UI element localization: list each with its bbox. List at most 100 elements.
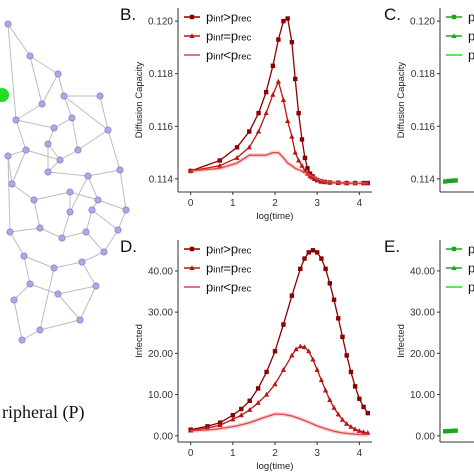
data-point: [247, 129, 252, 134]
network-edge: [117, 209, 127, 231]
network-node: [20, 252, 28, 260]
legend-text: =: [223, 261, 231, 276]
data-point: [299, 162, 305, 168]
network-edge: [63, 95, 73, 119]
y-tick-label: 30.00: [410, 308, 435, 319]
data-point: [357, 396, 362, 401]
legend-subscript: rec: [238, 265, 251, 276]
y-tick-label: 40.00: [410, 266, 435, 277]
data-point: [319, 256, 324, 261]
network-edge: [53, 261, 83, 269]
network-node: [104, 126, 112, 134]
legend-label: pinf<prec: [206, 48, 252, 63]
legend-text: >: [223, 242, 231, 257]
data-point: [352, 426, 358, 432]
network-edge: [119, 169, 127, 211]
network-edge: [33, 199, 41, 229]
legend-text: p: [206, 242, 213, 257]
data-point: [449, 428, 455, 434]
data-point: [247, 398, 252, 403]
network-edge: [77, 129, 109, 151]
panel-label: C.: [384, 5, 401, 24]
network-edge: [103, 229, 119, 253]
network-edge: [85, 231, 105, 253]
chart-panel: D. 0.00 10.00 20.00 30.00 40.00 0 1 2 3 4 log(time)…: [120, 237, 372, 472]
data-point: [302, 155, 308, 161]
network-edge: [39, 267, 55, 331]
legend-subscript: rec: [238, 52, 251, 63]
legend: ppp: [446, 242, 474, 295]
data-point: [299, 137, 305, 142]
legend-swatch-marker: [189, 14, 195, 20]
data-point: [263, 391, 270, 397]
data-point: [289, 39, 295, 45]
x-tick-label: 3: [314, 198, 320, 209]
network-node: [54, 290, 62, 298]
network-node: [44, 140, 52, 148]
legend-subscript: rec: [238, 284, 251, 295]
x-tick-label: 2: [272, 448, 278, 459]
network-node: [4, 152, 12, 160]
x-tick-label: 3: [314, 448, 320, 459]
legend-swatch-marker: [189, 265, 195, 270]
data-point: [327, 397, 333, 402]
legend-subscript: rec: [238, 33, 251, 44]
legend-subscript: inf: [213, 284, 223, 295]
data-point: [298, 266, 303, 272]
legend-swatch-marker: [451, 33, 457, 38]
data-point: [443, 429, 448, 434]
legend-label: p: [468, 242, 474, 257]
x-tick-label: 4: [357, 448, 363, 459]
network-edge: [13, 283, 31, 301]
data-point: [289, 134, 295, 139]
data-point: [344, 353, 349, 358]
network-node: [88, 206, 96, 214]
network-node: [66, 208, 74, 216]
network-node: [54, 70, 62, 78]
network-edge: [29, 55, 59, 75]
network-node: [4, 20, 12, 28]
data-point: [306, 348, 312, 354]
network-edge: [13, 299, 23, 341]
data-point: [270, 63, 276, 69]
data-point: [336, 316, 341, 321]
network-node: [8, 180, 16, 188]
legend-text: p: [206, 10, 213, 25]
network-node: [38, 100, 46, 108]
highlighted-node: [0, 88, 9, 102]
network-node: [96, 92, 104, 100]
data-point: [340, 334, 345, 340]
legend-label: p: [468, 280, 474, 295]
legend-label: pinf>prec: [206, 242, 252, 257]
data-point: [327, 281, 333, 286]
legend-text: p: [231, 242, 238, 257]
x-tick-label: 0: [188, 198, 194, 209]
data-point: [331, 297, 337, 302]
legend-swatch-marker: [451, 265, 457, 270]
legend-text: p: [206, 280, 213, 295]
data-point: [344, 421, 350, 426]
x-tick-label: 1: [230, 448, 236, 459]
network-edge: [61, 211, 71, 239]
data-point: [323, 266, 328, 272]
data-point: [323, 387, 329, 393]
y-tick-label: 0.114: [149, 174, 174, 185]
network-edge: [39, 227, 63, 239]
y-tick-label: 0.114: [411, 174, 436, 185]
legend: ppp: [446, 10, 474, 63]
y-tick-label: 0.120: [410, 17, 435, 28]
y-axis-label: Diffusion Capacity: [396, 62, 407, 139]
legend-label: pinf<prec: [206, 280, 252, 295]
data-point: [297, 343, 303, 349]
network-edge: [69, 175, 89, 213]
series-layer: [188, 248, 371, 437]
legend-swatch-marker: [189, 246, 195, 252]
y-tick-label: 0.00: [416, 431, 436, 442]
legend-label: p: [468, 10, 474, 25]
data-point: [449, 178, 455, 183]
data-point: [365, 430, 371, 435]
legend-swatch-marker: [451, 246, 457, 252]
network-node: [6, 228, 14, 236]
legend-text: p: [206, 261, 213, 276]
network-node: [12, 116, 20, 124]
